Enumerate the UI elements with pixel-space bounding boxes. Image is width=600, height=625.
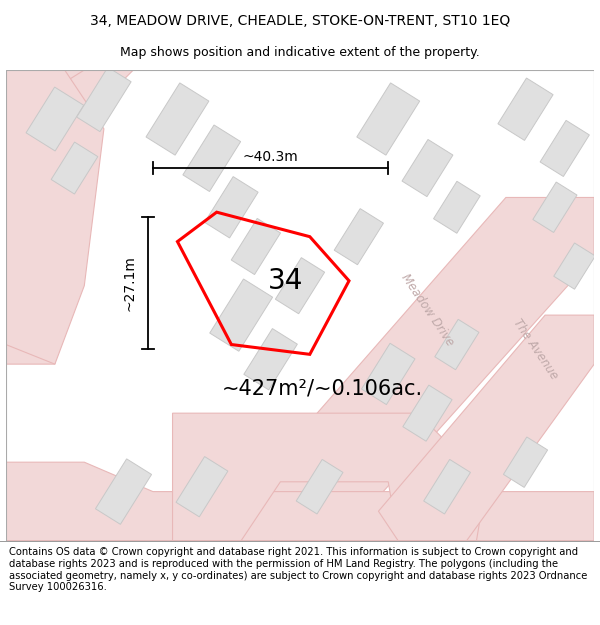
Polygon shape (402, 139, 453, 197)
Polygon shape (275, 258, 325, 314)
Polygon shape (533, 182, 577, 232)
Polygon shape (6, 70, 133, 178)
Polygon shape (244, 329, 298, 390)
Polygon shape (231, 218, 281, 274)
Polygon shape (6, 462, 594, 541)
Polygon shape (183, 125, 241, 191)
Text: 34: 34 (268, 267, 303, 295)
Polygon shape (26, 87, 84, 151)
Polygon shape (6, 70, 104, 364)
Polygon shape (379, 315, 594, 541)
Polygon shape (403, 385, 452, 441)
Text: ~40.3m: ~40.3m (243, 151, 298, 164)
Polygon shape (357, 83, 419, 155)
Polygon shape (435, 319, 479, 370)
Polygon shape (210, 279, 272, 351)
Polygon shape (6, 70, 114, 364)
Polygon shape (296, 459, 343, 514)
Text: ~27.1m: ~27.1m (122, 256, 136, 311)
Polygon shape (51, 142, 98, 194)
Polygon shape (434, 181, 480, 233)
Polygon shape (176, 456, 228, 517)
Text: 34, MEADOW DRIVE, CHEADLE, STOKE-ON-TRENT, ST10 1EQ: 34, MEADOW DRIVE, CHEADLE, STOKE-ON-TREN… (90, 14, 510, 28)
Polygon shape (424, 459, 470, 514)
Text: ~427m²/~0.106ac.: ~427m²/~0.106ac. (221, 379, 422, 399)
Polygon shape (232, 198, 594, 541)
Text: The Avenue: The Avenue (511, 317, 560, 382)
Text: Meadow Drive: Meadow Drive (398, 272, 457, 349)
Polygon shape (334, 209, 383, 265)
Polygon shape (173, 413, 486, 541)
Polygon shape (77, 68, 131, 132)
Text: Contains OS data © Crown copyright and database right 2021. This information is : Contains OS data © Crown copyright and d… (9, 548, 587, 592)
Polygon shape (361, 343, 415, 404)
Polygon shape (554, 243, 595, 289)
Polygon shape (498, 78, 553, 141)
Polygon shape (95, 459, 152, 524)
Text: Map shows position and indicative extent of the property.: Map shows position and indicative extent… (120, 46, 480, 59)
Polygon shape (503, 437, 548, 488)
Polygon shape (540, 121, 589, 176)
Polygon shape (146, 83, 209, 155)
Polygon shape (205, 177, 258, 238)
